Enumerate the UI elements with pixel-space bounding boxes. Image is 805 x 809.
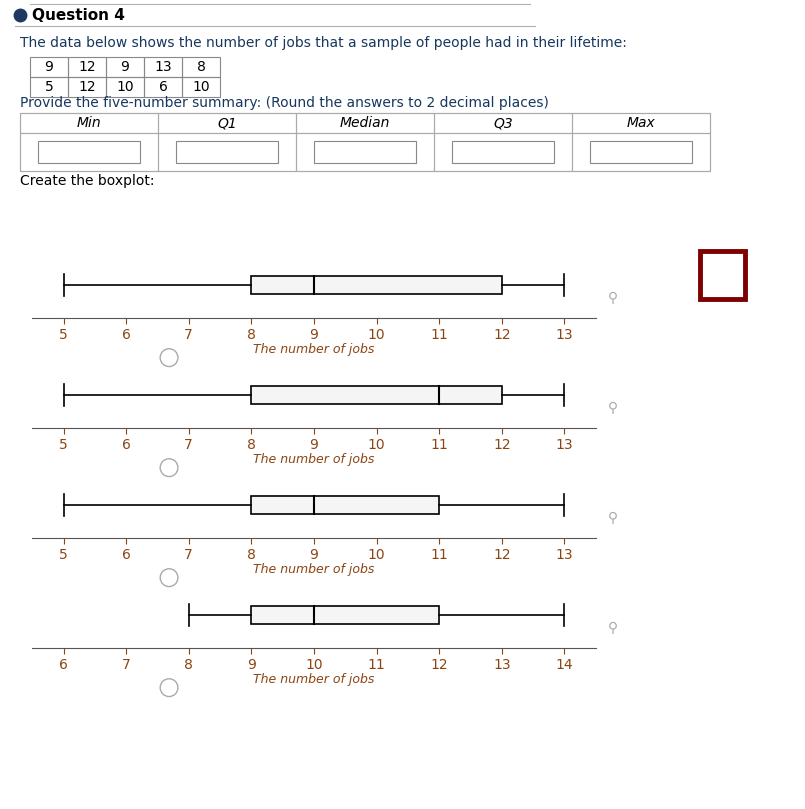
Text: 6: 6: [159, 80, 167, 94]
Bar: [20, 113, 158, 133]
Text: Create the boxplot:: Create the boxplot:: [20, 174, 155, 188]
Text: Question 4: Question 4: [32, 7, 125, 23]
Bar: [251, 606, 440, 624]
X-axis label: The number of jobs: The number of jobs: [254, 343, 374, 356]
Text: 12: 12: [78, 80, 96, 94]
Bar: [434, 133, 572, 171]
Text: 9: 9: [121, 60, 130, 74]
X-axis label: The number of jobs: The number of jobs: [254, 453, 374, 466]
Bar: [68, 77, 106, 97]
Text: ⚲: ⚲: [608, 290, 617, 304]
Bar: [572, 133, 710, 171]
Bar: [296, 133, 434, 171]
Bar: [314, 141, 416, 163]
Bar: [296, 113, 434, 133]
Text: The data below shows the number of jobs that a sample of people had in their lif: The data below shows the number of jobs …: [20, 36, 627, 50]
Bar: [251, 386, 502, 404]
Text: Max: Max: [626, 116, 655, 130]
Bar: [158, 133, 296, 171]
Bar: [176, 141, 278, 163]
X-axis label: The number of jobs: The number of jobs: [254, 673, 374, 686]
Bar: [158, 113, 296, 133]
Bar: [30, 77, 68, 97]
X-axis label: The number of jobs: The number of jobs: [254, 563, 374, 576]
Text: 12: 12: [78, 60, 96, 74]
Text: Provide the five-number summary: (Round the answers to 2 decimal places): Provide the five-number summary: (Round …: [20, 96, 549, 110]
Text: Q3: Q3: [493, 116, 513, 130]
Text: ⚲: ⚲: [608, 400, 617, 414]
Bar: [144, 77, 182, 97]
Text: 5: 5: [44, 80, 53, 94]
Bar: [251, 496, 440, 514]
Bar: [590, 141, 692, 163]
Text: Min: Min: [76, 116, 101, 130]
Bar: [106, 57, 144, 77]
Text: 9: 9: [44, 60, 53, 74]
Bar: [572, 113, 710, 133]
Bar: [38, 141, 140, 163]
Bar: [182, 57, 220, 77]
Text: ⚲: ⚲: [608, 621, 617, 634]
Bar: [251, 276, 502, 294]
Bar: [20, 113, 710, 171]
Bar: [700, 251, 745, 299]
Text: 8: 8: [196, 60, 205, 74]
Text: 10: 10: [116, 80, 134, 94]
Bar: [182, 77, 220, 97]
Bar: [30, 57, 68, 77]
Bar: [452, 141, 554, 163]
Text: ⚲: ⚲: [608, 510, 617, 524]
Bar: [106, 77, 144, 97]
Text: Median: Median: [340, 116, 390, 130]
Bar: [144, 57, 182, 77]
Bar: [20, 133, 158, 171]
Bar: [434, 113, 572, 133]
Text: 10: 10: [192, 80, 210, 94]
Text: Q1: Q1: [217, 116, 237, 130]
Text: 13: 13: [155, 60, 171, 74]
Bar: [68, 57, 106, 77]
